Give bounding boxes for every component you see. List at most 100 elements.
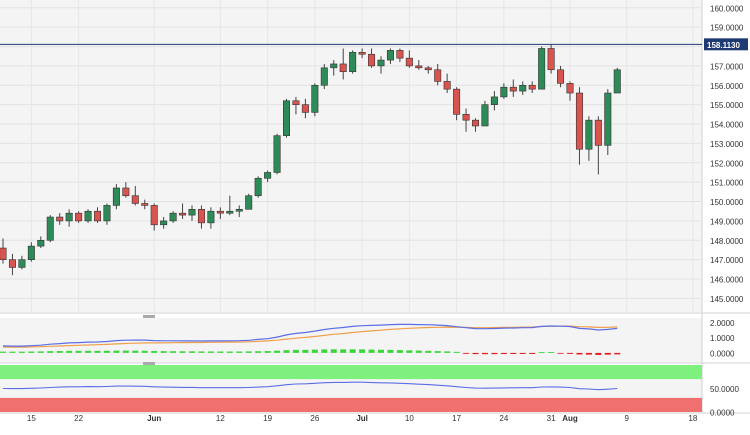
candle [264,170,272,183]
price-tick-label: 153.0000 [710,140,744,149]
candle [604,89,612,156]
indicator-1-histogram-bar [236,351,243,353]
candle-body [443,81,451,90]
indicator-1-histogram-bar [255,351,262,353]
price-axis: 160.0000159.0000158.0000157.0000156.0000… [0,4,748,304]
indicator-1-histogram-bar [576,352,583,355]
candle [207,207,215,229]
indicator-1-histogram-bar [538,352,545,353]
candle [292,96,300,115]
indicator-1-histogram-bar [283,350,290,353]
candle-body [292,100,300,105]
indicator-1-histogram-bar [189,351,195,353]
indicator-1-histogram-bar [614,352,621,355]
indicator-panel-1: 2.0000 1.0000 0.0000 [0,319,735,358]
candle [188,205,196,221]
price-tick-label: 146.0000 [710,276,744,285]
candle-body [0,247,7,260]
date-tick-label: 17 [452,414,461,423]
indicator-1-histogram-bar [122,350,129,353]
candle [434,63,442,86]
candle-body [519,84,527,92]
indicator-1-histogram-bar [340,349,347,353]
candle-body [462,114,470,121]
overbought-band [0,365,702,380]
indicator-1-histogram-bar [500,352,507,355]
indicator-1-histogram-bar [321,349,328,353]
indicator-1-histogram-bar [160,351,167,353]
candle [254,176,262,198]
candle-body [27,245,35,260]
indicator-1-tick-label: 2.0000 [710,319,735,328]
candle-body [566,83,574,94]
indicator-1-histogram-bar [491,352,498,355]
candle-body [150,205,158,226]
indicator-1-histogram-bar [330,349,337,353]
date-tick-label: 24 [499,414,508,423]
candle-body [94,210,102,222]
candle [490,91,498,111]
date-tick-label: 12 [216,414,225,423]
date-tick-label: 10 [405,414,414,423]
price-candles [0,44,621,276]
indicator-panel-2: 50.0000 0.0000 [0,365,739,418]
indicator-1-histogram-bar [359,349,366,353]
candle-body [330,63,338,69]
candle [538,46,546,90]
indicator-1-histogram-bar [481,352,488,355]
candle [197,205,205,229]
candle-body [264,172,272,179]
indicator-1-histogram-bar [75,350,82,353]
price-tick-label: 150.0000 [710,198,744,207]
candle-body [434,69,442,82]
candle [112,184,120,210]
candle [320,63,328,90]
candle-body [396,50,404,59]
indicator-1-histogram-bar [170,351,177,353]
candle [37,236,45,249]
panel-resize-handle [143,315,155,318]
price-tick-label: 160.0000 [710,4,744,13]
indicator-1-histogram-bar [444,351,451,353]
indicator-1-histogram-bar [37,351,44,353]
candle [8,253,16,276]
candle-body [311,84,319,113]
date-tick-label: 31 [547,414,556,423]
indicator-2-tick-label: 50.0000 [710,385,739,394]
candle-body [575,92,583,150]
candle [519,81,527,95]
indicator-1-histogram-bar [103,350,110,353]
indicator-1-histogram-bar [425,350,432,353]
candle [396,48,404,63]
price-tick-label: 151.0000 [710,179,744,188]
candle-body [481,104,489,127]
candle [75,211,83,223]
candle [330,60,338,76]
candle-body [349,52,357,73]
indicator-1-histogram-bar [396,350,403,353]
candle-body [339,63,347,73]
oversold-band [0,397,702,412]
indicator-1-histogram-bar [274,350,281,353]
candle [235,205,243,218]
candle-body [84,210,92,222]
indicator-1-histogram-bar [378,349,384,353]
indicator-1-histogram-bar [94,350,101,353]
candle [311,83,319,117]
candle-body [131,195,139,204]
indicator-1-histogram-bar [519,352,526,354]
candle [585,116,593,161]
indicator-1-histogram-bar [415,350,422,353]
date-tick-label: Aug [562,414,578,423]
current-price-box [704,38,748,51]
indicator-1-histogram-bar [245,351,252,353]
date-tick-label: 15 [27,414,36,423]
indicator-1-histogram-bar [585,352,592,355]
candle-body [415,65,423,69]
candle [368,48,376,68]
candle [377,56,385,74]
candle-body [8,259,16,268]
price-tick-label: 152.0000 [710,159,744,168]
